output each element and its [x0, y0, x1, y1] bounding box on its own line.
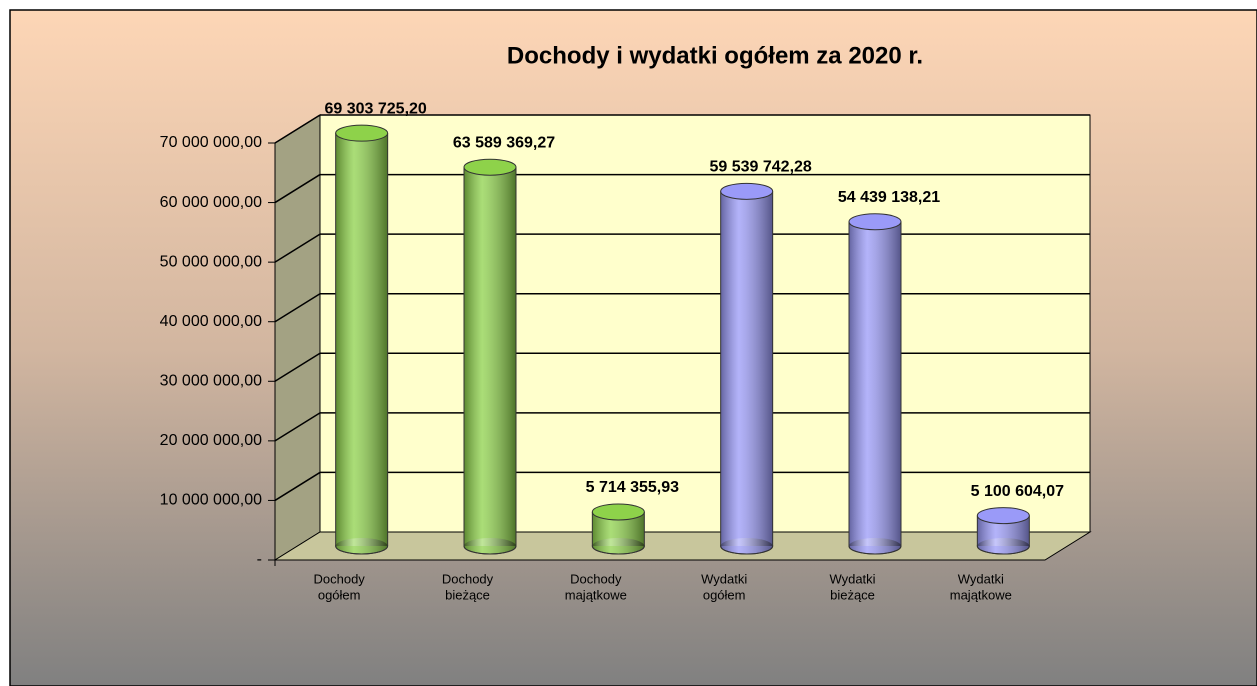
floor: [273, 531, 1092, 561]
bar-base-front: [849, 538, 901, 554]
grid-line: [274, 293, 321, 323]
bar-top: [848, 213, 902, 231]
grid-line: [274, 352, 321, 382]
x-tick-label: Dochody: [442, 571, 494, 586]
y-tick-label: 30 000 000,00: [160, 373, 262, 390]
x-tick-label: majątkowe: [950, 587, 1012, 602]
grid-line: [274, 471, 321, 502]
bar-shade: [849, 221, 901, 546]
data-label: 59 539 742,28: [710, 159, 812, 176]
y-tick-label: 60 000 000,00: [160, 194, 262, 211]
data-label: 69 303 725,20: [325, 100, 427, 117]
side-wall: [274, 114, 321, 561]
bar-top: [591, 503, 645, 521]
bar-base-front: [592, 538, 645, 554]
grid-line: [274, 412, 321, 442]
y-tick-label: 70 000 000,00: [160, 134, 262, 151]
x-tick-label: bieżące: [445, 587, 490, 602]
bar-top: [463, 158, 517, 176]
back-wall: [319, 114, 1091, 533]
x-tick-label: ogółem: [703, 587, 746, 602]
y-tick-label: -: [257, 551, 262, 568]
bar-base-front: [977, 538, 1030, 554]
bar-outline: [976, 515, 1030, 555]
bar-outline: [335, 133, 389, 555]
bar-outline: [848, 221, 902, 555]
bar-shade: [335, 133, 388, 546]
data-label: 5 714 355,93: [586, 479, 680, 496]
bar-base-front: [464, 538, 516, 554]
x-tick-label: bieżące: [830, 587, 875, 602]
plot: - 10 000 000,00 20 000 000,00 30 000 000,00…: [160, 100, 1090, 602]
bar-top: [335, 124, 389, 142]
y-tick-label: 10 000 000,00: [160, 492, 262, 509]
x-tick-label: majątkowe: [565, 587, 627, 602]
grid-line: [274, 173, 321, 204]
bar-outline: [463, 167, 517, 555]
y-tick-label: 40 000 000,00: [160, 313, 262, 330]
bar-shade: [720, 191, 773, 547]
x-tick-label: Dochody: [570, 571, 622, 586]
data-label: 63 589 369,27: [453, 134, 555, 151]
x-tick-label: Wydatki: [958, 571, 1004, 586]
data-label: 54 439 138,21: [838, 189, 940, 206]
grid-line: [274, 114, 321, 144]
bar-outline: [591, 511, 645, 555]
bar-base-front: [720, 538, 773, 554]
bar-base-front: [335, 538, 388, 554]
x-tick-label: ogółem: [318, 587, 361, 602]
y-tick-label: 50 000 000,00: [160, 253, 262, 270]
data-label: 5 100 604,07: [971, 483, 1065, 500]
y-tick-label: 20 000 000,00: [160, 432, 262, 449]
chart-title: Dochody i wydatki ogółem za 2020 r.: [507, 42, 923, 69]
bar-top: [720, 182, 774, 200]
bar-outline: [720, 191, 774, 555]
x-tick-label: Wydatki: [701, 571, 747, 586]
x-tick-label: Dochody: [314, 571, 366, 586]
x-tick-label: Wydatki: [829, 571, 875, 586]
bar-top: [976, 507, 1030, 525]
grid-line: [274, 233, 321, 263]
bar-shade: [464, 167, 516, 547]
